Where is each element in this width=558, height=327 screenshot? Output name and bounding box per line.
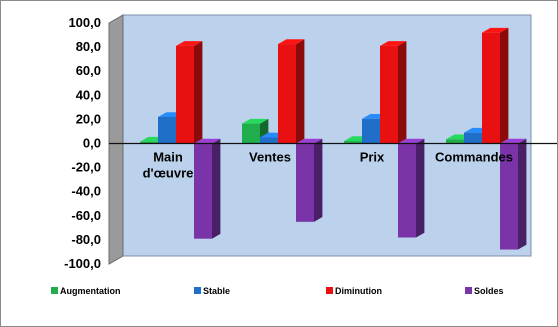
bar-top-face xyxy=(242,118,269,124)
bar-front-face xyxy=(482,32,500,144)
bar-top-face xyxy=(398,138,425,144)
legend-item-diminution: Diminution xyxy=(326,286,382,296)
y-tick-label: 60,0 xyxy=(76,63,101,78)
legend-item-soldes: Soldes xyxy=(465,286,504,296)
legend-label: Diminution xyxy=(335,286,382,296)
bar-side-face xyxy=(500,27,509,144)
bar-side-face xyxy=(296,39,305,144)
y-tick-label: 40,0 xyxy=(76,87,101,102)
legend-swatch xyxy=(465,287,472,294)
legend-item-augmentation: Augmentation xyxy=(51,286,121,296)
category-label: d'œuvre xyxy=(143,166,194,181)
y-tick-label: -100,0 xyxy=(64,256,101,271)
bar-top-face xyxy=(500,138,527,144)
bar-front-face xyxy=(398,143,416,238)
bar-diminution-2 xyxy=(278,39,305,144)
legend-label: Soldes xyxy=(474,286,504,296)
legend-swatch xyxy=(51,287,58,294)
bar-front-face xyxy=(260,137,278,144)
bar-side-face xyxy=(212,138,221,239)
bar-side-face xyxy=(518,138,527,250)
y-tick-label: 100,0 xyxy=(68,15,101,30)
y-tick-label: 0,0 xyxy=(83,136,101,151)
bar-front-face xyxy=(344,141,362,144)
bar-front-face xyxy=(362,118,380,144)
legend-swatch xyxy=(194,287,201,294)
bar-front-face xyxy=(500,143,518,250)
bar-soldes-2 xyxy=(296,138,323,222)
bar-side-face xyxy=(416,138,425,238)
bar-diminution-4 xyxy=(482,27,509,144)
bar-soldes-4 xyxy=(500,138,527,250)
bar-front-face xyxy=(158,116,176,144)
bar-side-face xyxy=(314,138,323,222)
bar-front-face xyxy=(464,132,482,144)
y-tick-label: -20,0 xyxy=(71,160,101,175)
bar-front-face xyxy=(194,143,212,239)
bar-diminution-3 xyxy=(380,41,407,144)
category-label: Commandes xyxy=(435,150,513,165)
bar-front-face xyxy=(380,45,398,144)
bar-front-face xyxy=(140,141,158,144)
legend-item-stable: Stable xyxy=(194,286,230,296)
bar-soldes-3 xyxy=(398,138,425,238)
bar-top-face xyxy=(296,138,323,144)
bar-front-face xyxy=(242,123,260,144)
bar-front-face xyxy=(446,139,464,144)
legend-label: Stable xyxy=(203,286,230,296)
y-tick-label: -60,0 xyxy=(71,208,101,223)
y-tick-label: 80,0 xyxy=(76,39,101,54)
plot-side-wall xyxy=(108,14,124,265)
legend-swatch xyxy=(326,287,333,294)
bar-diminution-1 xyxy=(176,41,203,144)
bar-front-face xyxy=(278,44,296,144)
y-tick-label: 20,0 xyxy=(76,111,101,126)
category-label: Main xyxy=(153,150,183,165)
y-tick-label: -40,0 xyxy=(71,184,101,199)
y-tick-label: -80,0 xyxy=(71,232,101,247)
bar-top-face xyxy=(194,138,221,144)
bar-front-face xyxy=(296,143,314,222)
bar-top-face xyxy=(482,27,509,33)
bar-side-face xyxy=(398,41,407,144)
legend-label: Augmentation xyxy=(60,286,121,296)
bar-top-face xyxy=(176,41,203,46)
bar-soldes-1 xyxy=(194,138,221,239)
category-label: Ventes xyxy=(249,150,291,165)
bar-top-face xyxy=(278,39,305,45)
bar-front-face xyxy=(176,45,194,144)
category-label: Prix xyxy=(360,150,385,165)
bar-top-face xyxy=(380,41,407,46)
bar-side-face xyxy=(194,41,203,144)
